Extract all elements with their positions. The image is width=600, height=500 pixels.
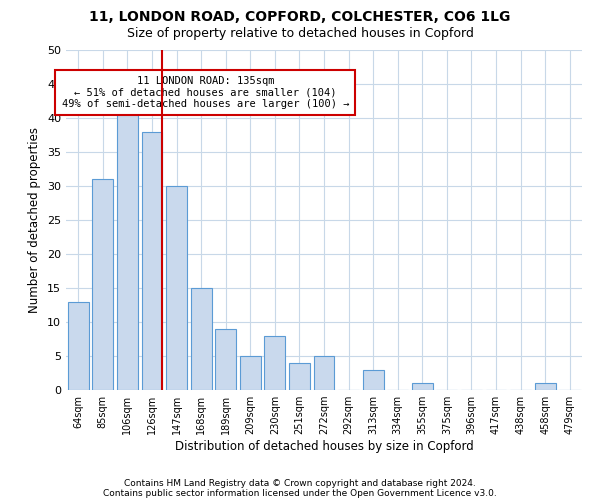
Bar [289,363,310,390]
X-axis label: Distribution of detached houses by size in Copford: Distribution of detached houses by size … [175,440,473,453]
Text: Contains HM Land Registry data © Crown copyright and database right 2024.: Contains HM Land Registry data © Crown c… [124,478,476,488]
Bar [362,370,383,390]
Bar [166,186,187,390]
Text: 11, LONDON ROAD, COPFORD, COLCHESTER, CO6 1LG: 11, LONDON ROAD, COPFORD, COLCHESTER, CO… [89,10,511,24]
Bar [142,132,163,390]
Y-axis label: Number of detached properties: Number of detached properties [28,127,41,313]
Bar [117,104,138,390]
Bar [215,329,236,390]
Text: Size of property relative to detached houses in Copford: Size of property relative to detached ho… [127,28,473,40]
Bar [535,383,556,390]
Bar [92,179,113,390]
Bar [314,356,334,390]
Bar [265,336,286,390]
Bar [191,288,212,390]
Bar [412,383,433,390]
Text: Contains public sector information licensed under the Open Government Licence v3: Contains public sector information licen… [103,488,497,498]
Bar [68,302,89,390]
Bar [240,356,261,390]
Text: 11 LONDON ROAD: 135sqm
← 51% of detached houses are smaller (104)
49% of semi-de: 11 LONDON ROAD: 135sqm ← 51% of detached… [62,76,349,109]
